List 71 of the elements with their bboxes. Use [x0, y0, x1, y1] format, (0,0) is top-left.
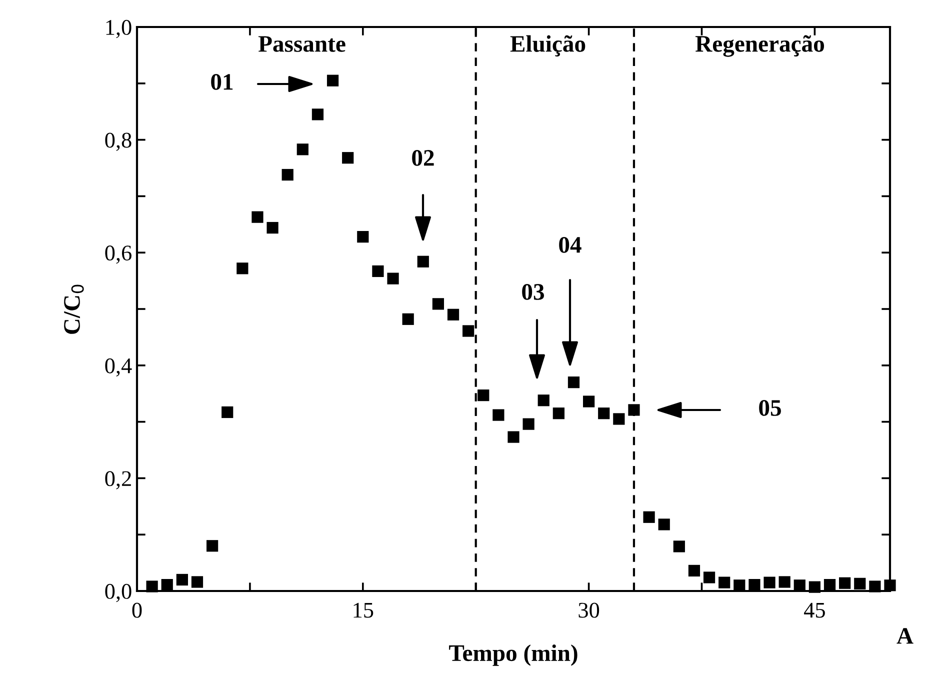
x-tick-label: 0 — [132, 602, 142, 618]
point — [688, 564, 700, 577]
point — [613, 413, 625, 425]
x-tick-label: 15 — [354, 602, 374, 618]
point — [492, 409, 504, 421]
point — [538, 394, 550, 406]
point — [236, 262, 248, 274]
x-axis-title: Tempo (min) — [449, 644, 578, 666]
point — [508, 431, 520, 443]
point — [462, 325, 474, 337]
point — [326, 74, 339, 86]
point — [282, 168, 294, 181]
point — [222, 406, 234, 418]
y-tick-label: 0,0 — [105, 584, 132, 602]
annotation: Eluição — [510, 35, 586, 57]
y-tick-label: 1,0 — [106, 20, 132, 38]
point — [794, 580, 806, 592]
point — [266, 222, 278, 234]
point — [748, 578, 760, 591]
point — [598, 408, 610, 420]
annotation: 04 — [559, 236, 582, 253]
annotation: 03 — [522, 284, 544, 300]
point — [854, 578, 866, 590]
point — [764, 576, 776, 588]
x-tick-label: 45 — [804, 602, 825, 618]
y-tick-label: 0,2 — [105, 471, 131, 490]
point — [312, 108, 324, 120]
y-tick-label: 0,4 — [105, 358, 132, 377]
point — [582, 396, 595, 408]
point — [643, 511, 655, 523]
point — [296, 144, 308, 156]
point — [778, 576, 790, 588]
point — [628, 404, 640, 416]
point — [417, 256, 429, 268]
point — [703, 572, 716, 584]
point — [869, 580, 881, 592]
point — [146, 580, 158, 592]
point — [522, 418, 534, 430]
point — [206, 540, 218, 552]
x-tick-label: 30 — [578, 602, 600, 618]
point — [839, 577, 851, 589]
point — [357, 231, 369, 243]
point — [718, 576, 730, 588]
point — [447, 308, 460, 320]
point — [552, 408, 564, 420]
point — [252, 211, 264, 223]
point — [824, 578, 836, 591]
point — [658, 518, 670, 530]
point — [176, 574, 188, 586]
point — [191, 576, 204, 588]
point — [478, 389, 490, 402]
point — [884, 580, 896, 592]
point — [402, 313, 414, 325]
annotation: Regeneração — [695, 35, 824, 57]
y-axis-title: C/C$_{0}$ — [64, 284, 84, 334]
annotation: 02 — [412, 150, 434, 166]
point — [432, 298, 444, 310]
point — [387, 272, 399, 284]
point — [808, 581, 821, 593]
point — [161, 578, 173, 591]
point — [372, 265, 384, 278]
point — [342, 152, 354, 164]
annotation: Passante — [258, 36, 346, 52]
y-tick-label: 0,8 — [105, 132, 132, 151]
text: A — [896, 628, 914, 644]
y-tick-label: 0,6 — [105, 246, 132, 264]
annotation: 01 — [211, 74, 233, 90]
annotation: 05 — [759, 400, 781, 416]
point — [673, 540, 685, 552]
point — [568, 376, 580, 388]
point — [734, 580, 746, 592]
